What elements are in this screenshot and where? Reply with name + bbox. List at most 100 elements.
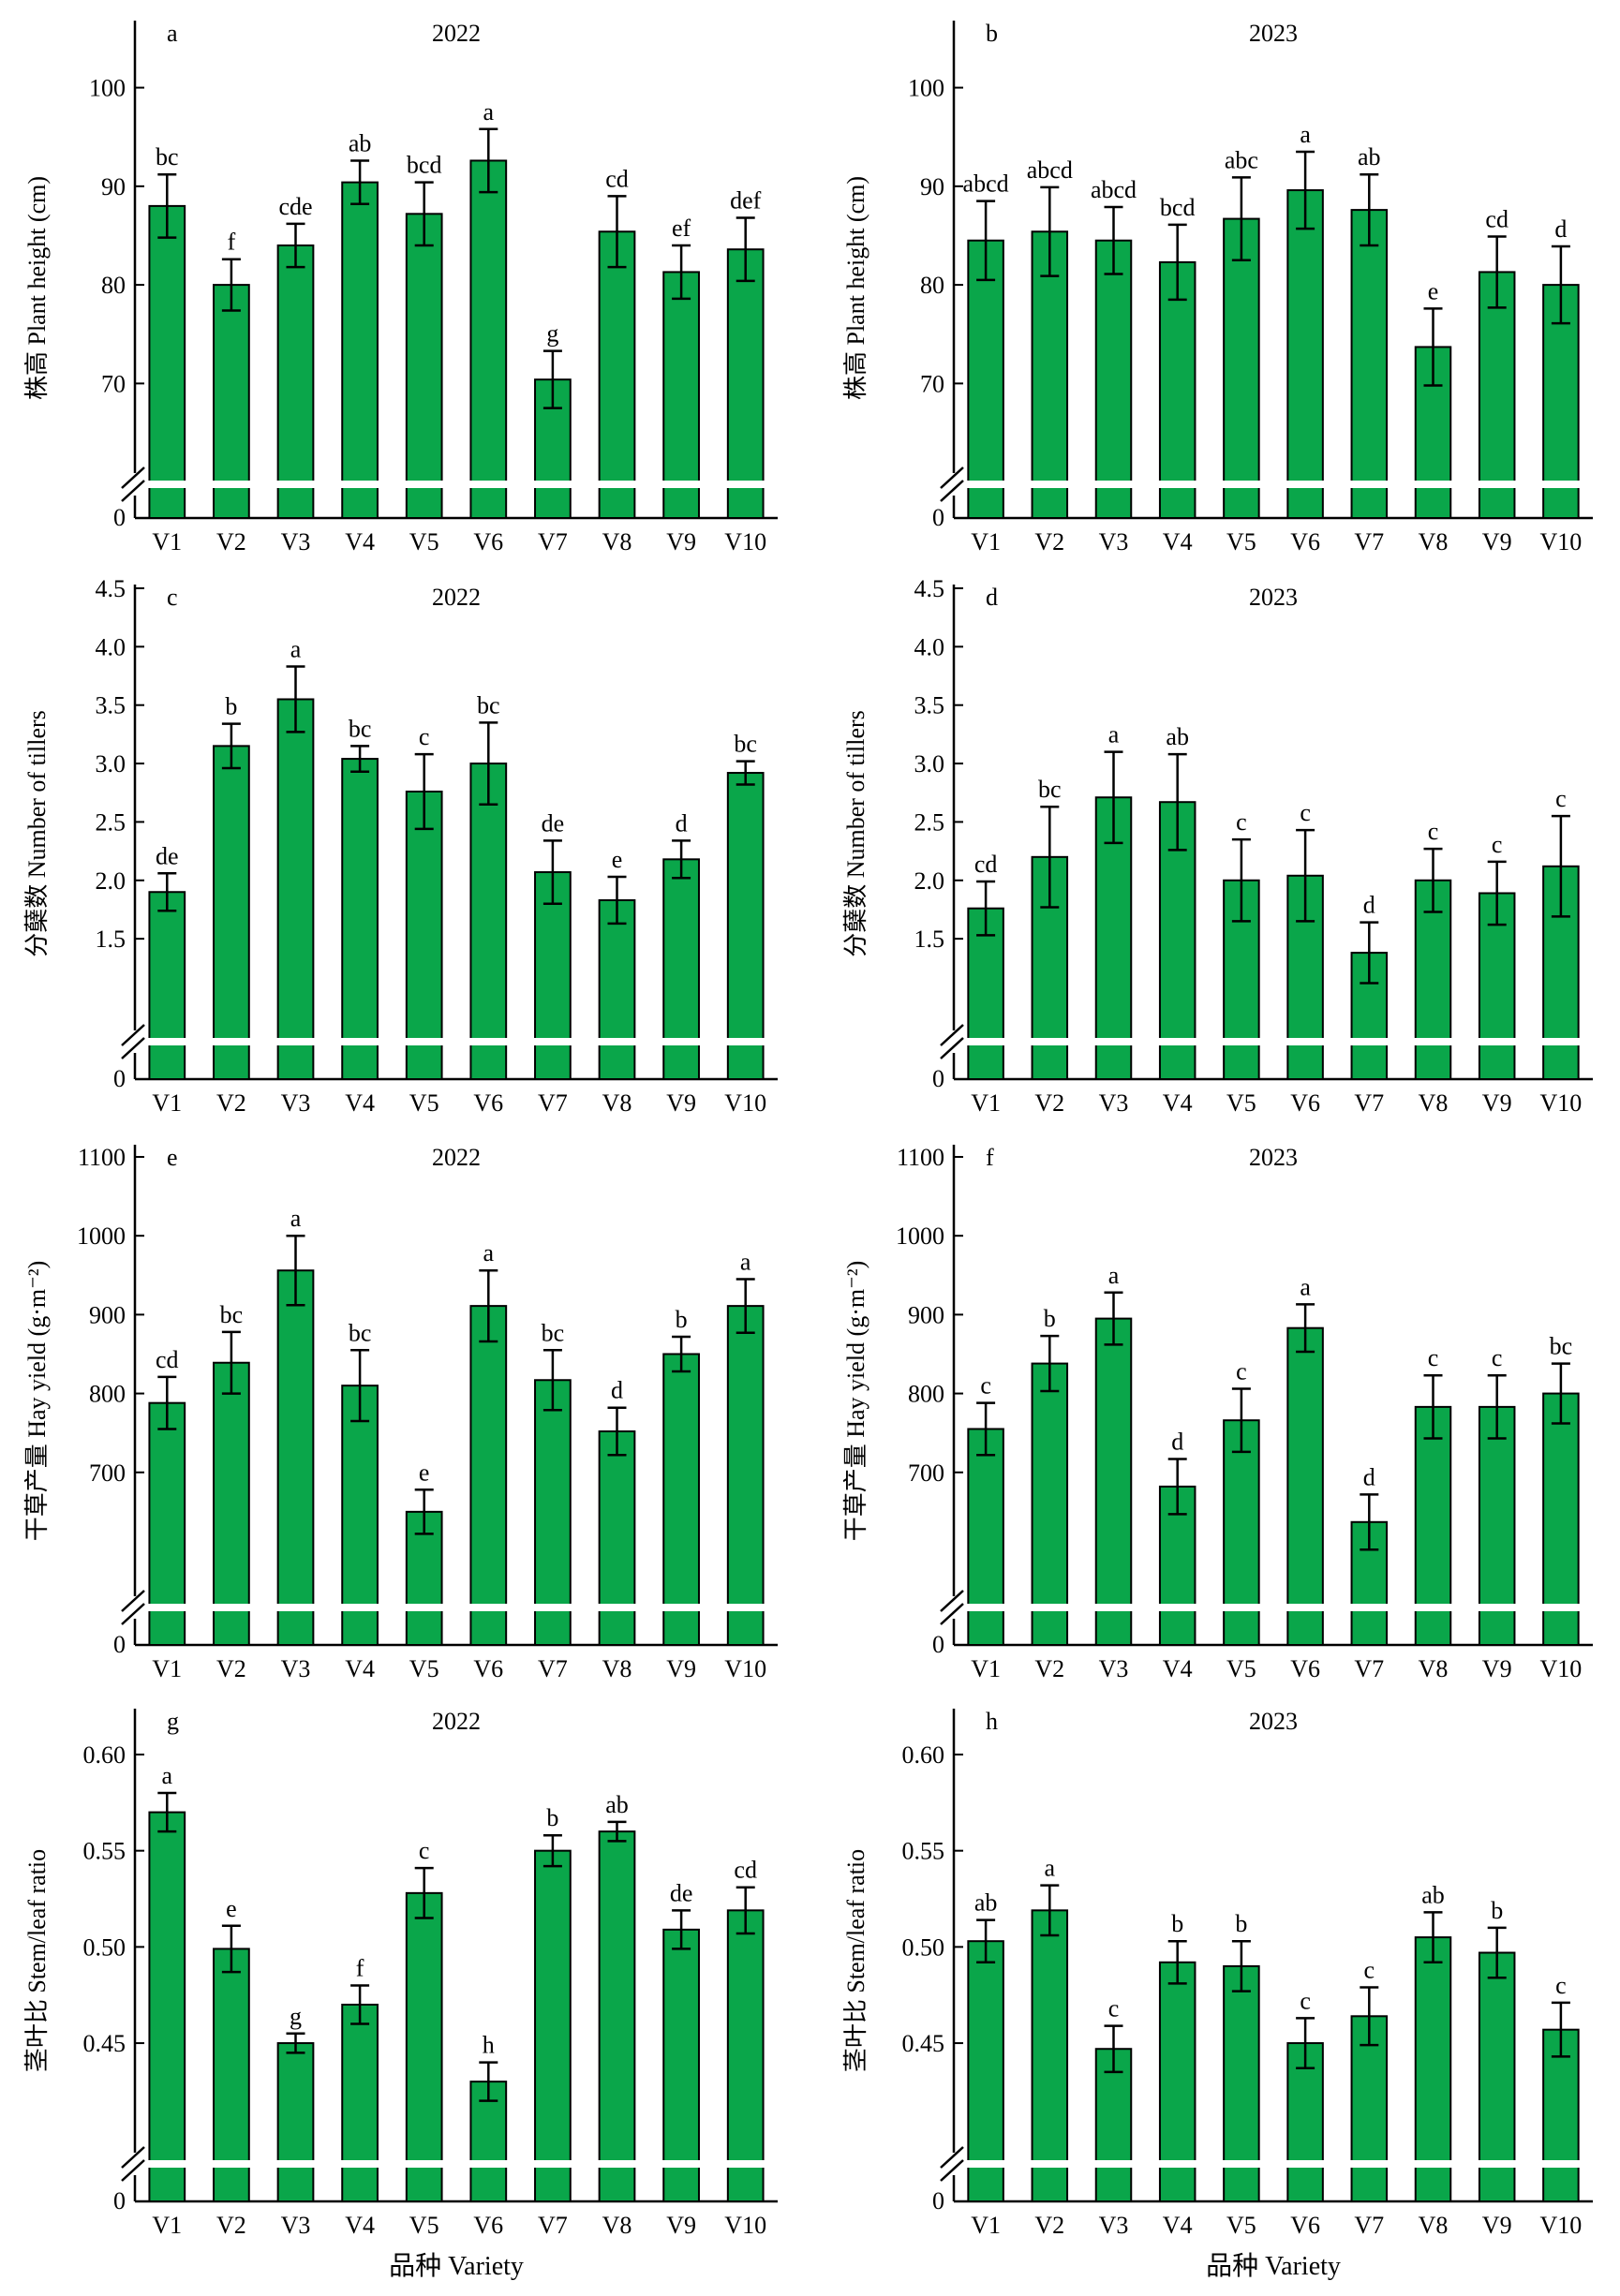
bar-V2 bbox=[213, 1948, 250, 2203]
significance-letter: de bbox=[542, 809, 565, 837]
significance-letter: bc bbox=[220, 1301, 244, 1328]
y-tick-label: 3.5 bbox=[96, 692, 126, 719]
y-tick-label: 0.55 bbox=[902, 1838, 945, 1865]
y-tick-label: 800 bbox=[89, 1381, 126, 1408]
bar-V5 bbox=[1223, 217, 1260, 519]
y-tick-label: 2.0 bbox=[914, 867, 945, 895]
y-tick-label-zero: 0 bbox=[932, 2187, 944, 2215]
significance-letter: a bbox=[740, 1248, 751, 1275]
significance-letter: c bbox=[1236, 808, 1247, 836]
bar-V6 bbox=[1286, 1326, 1324, 1646]
bar-V1 bbox=[967, 239, 1004, 519]
bar-V9 bbox=[662, 1353, 700, 1647]
x-tick-label: V6 bbox=[1290, 1655, 1320, 1682]
significance-letter: c bbox=[1300, 1987, 1311, 2014]
significance-letter: abc bbox=[1225, 146, 1258, 173]
y-tick-label: 1000 bbox=[77, 1222, 126, 1250]
x-tick-label: V6 bbox=[1290, 1089, 1320, 1117]
significance-letter: d bbox=[676, 809, 688, 837]
significance-letter: bc bbox=[349, 1319, 372, 1346]
bar-V7 bbox=[534, 1849, 572, 2202]
significance-letter: abcd bbox=[1027, 156, 1073, 184]
y-axis-label: 干草产量 Hay yield (g·m⁻²) bbox=[842, 1261, 869, 1542]
significance-letter: a bbox=[1045, 1855, 1056, 1882]
x-tick-label: V3 bbox=[1099, 2212, 1129, 2239]
axis-break-slash bbox=[121, 480, 145, 502]
significance-letter: e bbox=[226, 1895, 237, 1922]
significance-letter: c bbox=[1555, 785, 1567, 812]
significance-letter: ab bbox=[1358, 143, 1381, 170]
axis-break-slash bbox=[940, 1037, 964, 1059]
x-tick-label: V4 bbox=[1163, 528, 1193, 555]
significance-letter: h bbox=[483, 2032, 495, 2059]
y-tick-label: 900 bbox=[89, 1301, 126, 1328]
y-tick-label-zero: 0 bbox=[113, 2187, 126, 2215]
x-tick-label: V9 bbox=[1482, 2212, 1512, 2239]
y-tick-label: 100 bbox=[908, 75, 944, 102]
x-tick-label: V1 bbox=[971, 2212, 1001, 2239]
significance-letter: cd bbox=[156, 1346, 179, 1373]
significance-letter: a bbox=[483, 98, 495, 126]
x-tick-label: V2 bbox=[216, 2212, 246, 2239]
significance-letter: b bbox=[546, 1804, 558, 1831]
significance-letter: a bbox=[1300, 121, 1311, 148]
chart-panel-g: g 2022 茎叶比 Stem/leaf ratio 0.45 0.50 0.55 0.60… bbox=[23, 1708, 778, 2281]
y-tick-label: 4.0 bbox=[914, 633, 945, 660]
bar-V6 bbox=[469, 1305, 508, 1646]
y-tick-label: 90 bbox=[920, 173, 944, 200]
significance-letter: de bbox=[670, 1879, 693, 1906]
x-tick-label: V5 bbox=[1226, 2212, 1256, 2239]
panel-title: 2022 bbox=[432, 1708, 481, 1735]
significance-letter: b bbox=[676, 1306, 688, 1333]
x-tick-label: V5 bbox=[1226, 1089, 1256, 1117]
x-tick-label: V1 bbox=[971, 1655, 1001, 1682]
significance-letter: e bbox=[419, 1459, 430, 1486]
x-tick-label: V8 bbox=[602, 1655, 632, 1682]
chart-panel-d: d 2023 分蘖数 Number of tillers 1.5 2.0 2.5 3.0 3.… bbox=[842, 575, 1593, 1117]
axis-break-slash bbox=[940, 1024, 964, 1046]
x-tick-label: V7 bbox=[1354, 1089, 1384, 1117]
significance-letter: f bbox=[228, 229, 236, 256]
x-tick-label: V4 bbox=[1163, 2212, 1193, 2239]
x-tick-label: V8 bbox=[1419, 2212, 1449, 2239]
x-tick-label: V2 bbox=[216, 1655, 246, 1682]
axis-break-slash bbox=[121, 467, 145, 489]
x-tick-label: V6 bbox=[1290, 2212, 1320, 2239]
x-tick-label: V4 bbox=[345, 1655, 375, 1682]
y-tick-label-zero: 0 bbox=[932, 1065, 944, 1092]
y-tick-label: 2.5 bbox=[914, 808, 945, 836]
x-tick-label: V6 bbox=[1290, 528, 1320, 555]
axis-break-slash bbox=[940, 480, 964, 502]
y-tick-label: 4.0 bbox=[96, 633, 126, 660]
x-tick-label: V9 bbox=[666, 1655, 696, 1682]
y-tick-label: 100 bbox=[89, 75, 126, 102]
panel-title: 2023 bbox=[1249, 1708, 1298, 1735]
panel-letter: h bbox=[986, 1708, 998, 1735]
panel-letter: d bbox=[986, 584, 998, 611]
significance-letter: ab bbox=[349, 129, 372, 156]
bar-V9 bbox=[662, 1928, 700, 2202]
x-tick-label: V2 bbox=[1034, 2212, 1064, 2239]
bar-V3 bbox=[276, 2042, 315, 2203]
y-tick-label: 70 bbox=[101, 370, 126, 397]
panel-letter: e bbox=[167, 1144, 178, 1171]
significance-letter: e bbox=[1428, 277, 1439, 304]
significance-letter: c bbox=[1108, 1995, 1120, 2022]
significance-letter: cd bbox=[974, 851, 998, 878]
axis-break-slash bbox=[121, 1603, 145, 1625]
x-tick-label: V8 bbox=[1419, 1655, 1449, 1682]
significance-letter: c bbox=[419, 723, 430, 750]
significance-letter: abcd bbox=[963, 170, 1009, 198]
x-tick-label: V7 bbox=[538, 2212, 568, 2239]
x-tick-label: V6 bbox=[473, 1089, 503, 1117]
y-tick-label: 700 bbox=[89, 1459, 126, 1487]
y-tick-label: 2.5 bbox=[96, 808, 126, 836]
bar-V9 bbox=[662, 271, 700, 519]
axis-break-slash bbox=[940, 1603, 964, 1625]
y-tick-label: 0.60 bbox=[83, 1741, 126, 1769]
significance-letter: c bbox=[1428, 818, 1439, 845]
y-tick-label: 0.50 bbox=[83, 1933, 126, 1961]
y-tick-label-zero: 0 bbox=[113, 1631, 126, 1658]
x-tick-label: V5 bbox=[1226, 1655, 1256, 1682]
x-tick-label: V1 bbox=[152, 1655, 182, 1682]
